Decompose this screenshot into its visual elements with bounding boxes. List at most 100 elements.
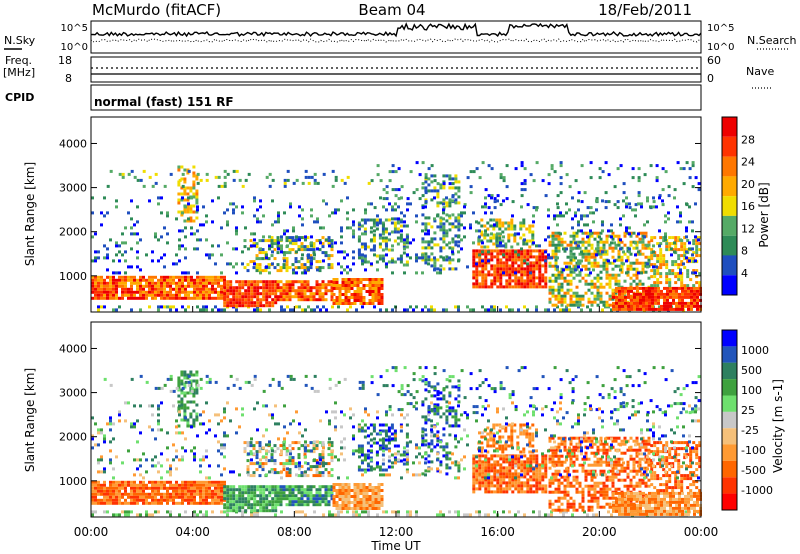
velocity-cell — [387, 426, 391, 430]
power-cell — [563, 300, 567, 304]
power-cell — [581, 294, 585, 298]
power-cell — [622, 214, 625, 218]
power-cell — [121, 232, 124, 236]
velocity-cell — [181, 486, 184, 490]
power-cell — [690, 307, 693, 311]
velocity-cell — [291, 485, 295, 489]
power-cell — [448, 174, 452, 178]
velocity-cell — [241, 494, 245, 498]
power-cell — [160, 290, 163, 294]
velocity-cell — [369, 465, 373, 469]
velocity-cell — [380, 498, 384, 501]
power-cell — [652, 265, 655, 269]
power-cell — [490, 285, 494, 289]
power-cell — [668, 242, 672, 246]
velocity-cell — [381, 453, 385, 457]
power-cell — [627, 304, 630, 308]
power-cell — [186, 204, 190, 208]
power-cell — [646, 196, 649, 200]
power-cell — [175, 262, 178, 266]
power-cell — [481, 259, 484, 263]
power-cell — [133, 175, 137, 179]
power-cell — [666, 298, 669, 302]
velocity-cell — [361, 510, 364, 514]
power-cell — [335, 278, 339, 281]
velocity-cell — [223, 497, 227, 501]
power-cell — [347, 278, 351, 281]
velocity-cell — [124, 498, 127, 502]
power-cell — [196, 281, 199, 285]
velocity-cell — [487, 460, 491, 464]
velocity-cell — [157, 498, 160, 502]
velocity-cell — [499, 469, 503, 473]
velocity-cell — [250, 494, 254, 498]
power-cell — [274, 301, 278, 305]
power-cell — [593, 282, 597, 286]
power-cell — [181, 184, 185, 188]
power-cell — [359, 290, 363, 293]
power-cell — [672, 289, 675, 293]
power-cell — [575, 273, 579, 277]
power-cell — [618, 298, 621, 302]
power-cell — [195, 192, 199, 196]
power-cell — [409, 305, 412, 309]
power-cell — [430, 237, 434, 241]
power-cell — [130, 232, 133, 236]
power-cell — [244, 226, 247, 230]
velocity-cell — [457, 388, 461, 392]
power-cell — [557, 270, 561, 274]
power-cell — [639, 304, 642, 308]
velocity-cell — [199, 486, 202, 490]
velocity-cell — [214, 492, 217, 496]
velocity-cell — [478, 466, 482, 470]
power-cell — [656, 257, 660, 261]
velocity-cell — [279, 491, 283, 495]
velocity-cell — [439, 445, 443, 449]
power-cell — [508, 267, 512, 271]
power-cell — [439, 186, 443, 190]
power-cell — [584, 291, 588, 295]
velocity-cell — [350, 489, 354, 492]
power-cell — [639, 292, 642, 296]
velocity-cell — [478, 463, 482, 467]
power-cell — [677, 263, 681, 267]
power-cell — [385, 208, 388, 212]
velocity-cell — [175, 495, 178, 499]
power-cell — [258, 263, 262, 267]
power-cell — [629, 243, 633, 247]
power-cell — [463, 226, 466, 230]
velocity-cell — [359, 492, 363, 495]
power-cell — [297, 280, 301, 284]
power-cell — [602, 258, 606, 262]
power-cell — [590, 234, 594, 238]
power-cell — [166, 284, 169, 288]
power-cell — [680, 284, 684, 288]
velocity-cell — [232, 491, 236, 495]
velocity-cell — [205, 510, 208, 514]
velocity-cell — [214, 501, 217, 505]
power-cell — [172, 275, 175, 279]
power-cell — [693, 289, 696, 293]
velocity-cell — [196, 480, 199, 484]
power-cell — [180, 165, 184, 169]
velocity-cell — [369, 432, 373, 436]
velocity-cell — [265, 509, 269, 513]
velocity-cell — [445, 442, 449, 446]
power-cell — [481, 276, 485, 280]
power-cell — [519, 221, 523, 225]
power-cell — [106, 293, 109, 297]
power-cell — [608, 294, 612, 298]
power-cell — [103, 293, 106, 297]
power-cell — [166, 281, 169, 285]
power-cell — [584, 252, 588, 256]
power-cell — [283, 253, 286, 257]
power-cell — [490, 279, 494, 283]
power-cell — [396, 257, 400, 261]
power-cell — [312, 251, 316, 255]
velocity-cell — [177, 394, 181, 398]
velocity-cell — [514, 513, 517, 517]
power-cell — [148, 175, 152, 179]
velocity-cell — [127, 495, 130, 499]
velocity-cell — [399, 453, 403, 457]
power-cell — [271, 199, 274, 203]
